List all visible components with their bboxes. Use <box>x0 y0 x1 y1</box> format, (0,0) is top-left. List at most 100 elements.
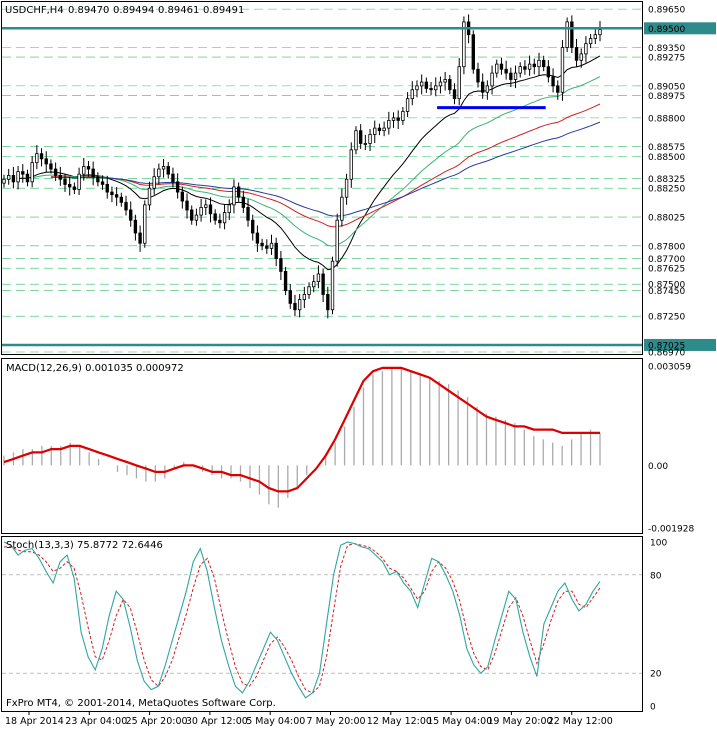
candle-body <box>25 173 30 183</box>
candle-body <box>86 166 91 170</box>
candle-body <box>424 81 429 89</box>
candle-body <box>584 43 588 55</box>
candle-body <box>368 134 372 144</box>
candle-body <box>171 173 175 183</box>
candle-body <box>63 178 67 185</box>
time-axis-label: 15 May 04:00 <box>427 716 492 727</box>
candle-body <box>316 273 321 283</box>
macd-signal-path <box>3 366 600 493</box>
candle-body <box>499 63 504 70</box>
stoch-axis-label: 100 <box>650 539 667 549</box>
candle-body <box>138 232 142 244</box>
candle-body <box>124 201 128 211</box>
candle-body <box>490 72 494 87</box>
candle-body <box>199 207 203 216</box>
candle-body <box>39 153 44 160</box>
candle-body <box>49 163 53 170</box>
candle-body <box>194 214 199 221</box>
candle-body <box>565 21 569 48</box>
candle-body <box>443 79 447 83</box>
candle-body <box>204 204 208 208</box>
candle-body <box>152 176 156 189</box>
stoch-main-path <box>3 541 601 699</box>
candle-body <box>354 130 358 151</box>
time-axis-label: 23 Apr 04:00 <box>65 716 127 727</box>
candle-body <box>551 76 555 87</box>
candle-body <box>35 153 39 164</box>
candle-body <box>147 187 152 206</box>
copyright-notice: FxPro MT4, © 2001-2014, MetaQuotes Softw… <box>6 698 276 709</box>
time-axis-label: 19 May 20:00 <box>487 716 552 727</box>
open-value: 0.89470 <box>68 5 109 16</box>
candle-body <box>255 232 260 244</box>
stoch-info: Stoch(13,3,3) 75.8772 72.6446 <box>6 540 163 551</box>
price-axis-label: 0.87025 <box>648 341 685 351</box>
candle-body <box>180 191 185 202</box>
price-axis-label: 0.87625 <box>648 265 685 275</box>
candle-body <box>246 207 250 221</box>
candle-body <box>358 130 363 144</box>
candle-body <box>429 88 433 91</box>
candle-body <box>251 219 255 234</box>
price-axis-label: 0.89275 <box>648 54 685 64</box>
candle-body <box>269 242 274 249</box>
price-levels <box>2 27 642 347</box>
candle-body <box>570 21 574 48</box>
price-axis-label: 0.88975 <box>648 92 685 102</box>
candle-body <box>68 183 72 188</box>
candle-body <box>326 294 330 311</box>
candle-body <box>175 181 180 193</box>
candle-body <box>213 213 217 221</box>
candle-body <box>532 63 536 68</box>
candle-body <box>560 47 565 93</box>
candle-body <box>265 245 269 249</box>
candle-body <box>598 29 602 36</box>
candle-body <box>340 196 344 221</box>
price-axis-label: 0.87500 <box>648 281 685 291</box>
candle-body <box>96 176 100 183</box>
candle-body <box>387 120 391 129</box>
candle-body <box>30 162 34 183</box>
price-axis-label: 0.87450 <box>648 287 685 297</box>
time-axis-label: 18 Apr 2014 <box>5 716 64 727</box>
candle-body <box>377 127 382 132</box>
macd-pane-frame <box>1 358 643 534</box>
candle-body <box>518 66 522 74</box>
candle-body <box>513 72 518 80</box>
candle-body <box>110 191 114 196</box>
candle-body <box>119 196 124 203</box>
price-axis-label: 0.89050 <box>648 82 685 92</box>
price-axis-label: 0.88325 <box>648 175 685 185</box>
macd-histogram <box>3 367 601 508</box>
candle-body <box>312 281 316 288</box>
macd-axis-label: 0.00 <box>648 462 668 472</box>
candle-body <box>321 273 325 295</box>
price-axis-label: 0.87700 <box>648 255 685 265</box>
candle-body <box>293 302 297 311</box>
candle-body <box>58 175 62 180</box>
candle-body <box>279 258 283 272</box>
candle-body <box>157 168 161 178</box>
candle-body <box>471 34 475 70</box>
price-axis-label: 0.88025 <box>648 214 685 224</box>
candle-body <box>143 204 147 244</box>
candle-body <box>7 175 11 180</box>
high-value: 0.89494 <box>113 5 154 16</box>
price-axis-label: 0.89650 <box>648 6 685 16</box>
candle-body <box>527 63 532 70</box>
price-axis-label: 0.87800 <box>648 242 685 252</box>
candle-body <box>410 89 414 100</box>
candle-body <box>415 85 419 91</box>
candle-body <box>16 171 20 183</box>
candle-body <box>133 219 138 234</box>
candle-body <box>349 149 353 180</box>
candle-body <box>44 158 48 165</box>
candle-body <box>185 200 189 211</box>
price-axis-label: 0.87250 <box>648 313 685 323</box>
candle-body <box>53 168 58 176</box>
candle-body <box>438 81 443 87</box>
